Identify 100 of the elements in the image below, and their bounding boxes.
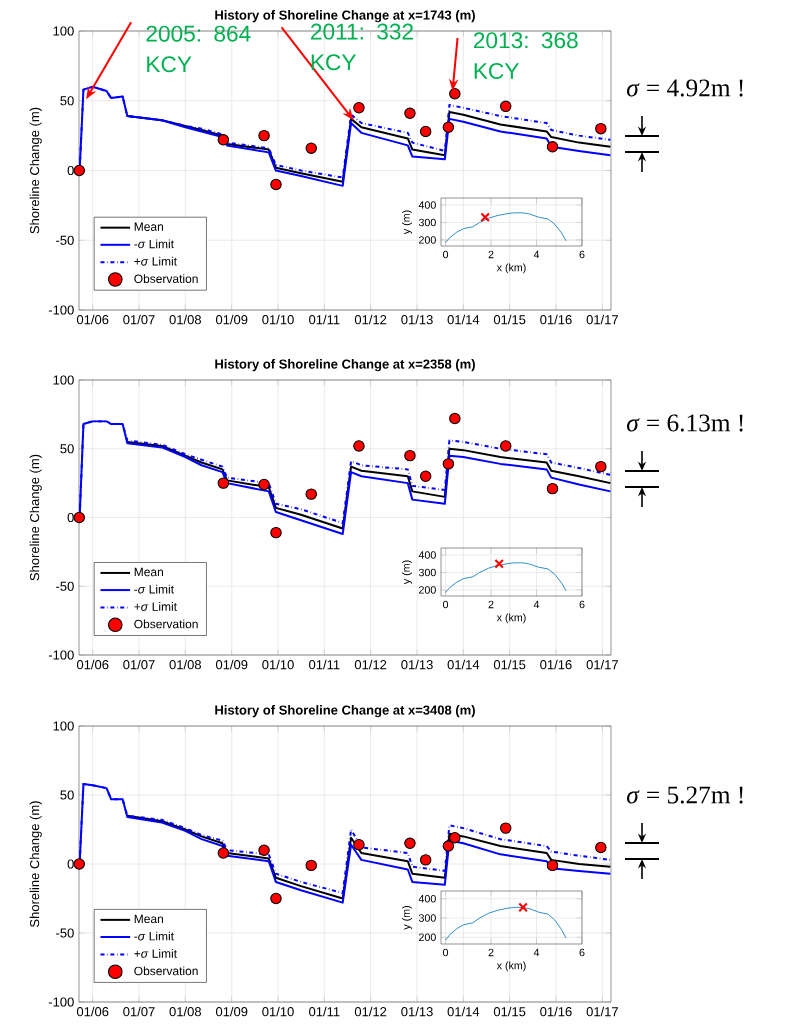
y-tick-label: 50 <box>60 444 74 454</box>
y-tick-label: 400 <box>418 201 436 209</box>
y-tick-label: 400 <box>418 551 436 559</box>
legend-label: +σ Limit <box>134 949 177 958</box>
y-axis-title: Shoreline Change (m) <box>29 454 42 581</box>
x-tick-label: 01/08 <box>169 1006 201 1017</box>
x-axis-title: x (km) <box>496 961 526 972</box>
x-tick-label: 01/16 <box>540 659 572 670</box>
x-tick-label: 01/11 <box>309 314 340 325</box>
y-tick-label: 200 <box>419 236 436 244</box>
x-tick-label: 01/06 <box>76 659 109 670</box>
x-tick-label: 01/06 <box>76 314 109 325</box>
x-tick-label: 2 <box>488 250 494 259</box>
y-tick-label: 100 <box>53 375 74 385</box>
x-tick-label: 4 <box>533 600 540 609</box>
y-tick-label: 400 <box>418 894 436 903</box>
point <box>442 458 455 470</box>
x-tick-label: 2 <box>488 600 494 609</box>
y-tick-label: -100 <box>48 305 74 315</box>
point <box>353 440 365 452</box>
point <box>217 134 230 146</box>
y-tick-label: 0 <box>67 859 74 869</box>
y-tick-label: 200 <box>419 586 436 594</box>
y-tick-label: 0 <box>67 512 74 523</box>
x-tick-label: 01/07 <box>123 1006 155 1017</box>
point <box>442 121 455 133</box>
legend-label: +σ Limit <box>134 256 177 266</box>
x-tick-label: 0 <box>443 600 449 609</box>
line-series <box>445 562 567 593</box>
legend-label: +σ Limit <box>134 602 177 611</box>
x-tick-label: 01/10 <box>262 314 294 325</box>
x-tick-label: 01/07 <box>123 659 155 670</box>
point <box>353 838 365 851</box>
y-tick-label: -50 <box>56 928 74 938</box>
y-tick-label: 50 <box>60 96 74 106</box>
point <box>449 412 461 425</box>
point <box>442 840 455 852</box>
y-tick-label: 300 <box>418 568 436 577</box>
x-tick-label: 01/13 <box>401 1006 433 1017</box>
legend-label: Mean <box>134 222 163 231</box>
point <box>217 477 230 489</box>
point <box>270 892 282 905</box>
x-tick-label: 6 <box>579 250 585 259</box>
point <box>499 440 512 452</box>
y-tick-label: -50 <box>56 235 74 245</box>
y-tick-label: 50 <box>60 790 74 800</box>
line-series <box>445 212 567 243</box>
x-tick-label: 01/16 <box>540 1006 572 1017</box>
y-tick-label: -100 <box>48 650 74 660</box>
y-tick-label: 100 <box>53 26 74 36</box>
point <box>404 107 416 120</box>
x-tick-label: 6 <box>579 948 585 957</box>
x-tick-label: 01/14 <box>447 659 480 670</box>
x-tick-label: 01/07 <box>123 314 155 325</box>
point <box>73 164 85 177</box>
legend-label: Observation <box>134 619 198 629</box>
x-tick-label: 01/15 <box>493 659 526 670</box>
x-tick-label: 01/09 <box>215 1006 248 1017</box>
point <box>353 101 365 114</box>
point <box>73 858 85 870</box>
point <box>217 847 230 859</box>
point <box>546 141 559 153</box>
y-tick-label: 100 <box>53 721 74 731</box>
annotation: 2013: 368 KCY <box>473 32 578 79</box>
x-tick-label: 01/12 <box>354 659 387 670</box>
x-tick-label: 01/11 <box>309 659 340 670</box>
x-tick-label: 01/10 <box>262 659 294 670</box>
x-tick-label: 01/10 <box>262 1006 294 1017</box>
legend-label: Mean <box>134 567 163 577</box>
x-tick-label: 01/17 <box>586 1006 618 1017</box>
point <box>595 122 607 135</box>
y-tick-label: 0 <box>67 165 74 176</box>
x-tick-label: 2 <box>488 948 494 957</box>
x-tick-label: 0 <box>443 250 449 259</box>
x-tick-label: 01/11 <box>309 1006 340 1017</box>
legend-label: Mean <box>134 914 163 924</box>
x-tick-label: 01/14 <box>447 314 480 325</box>
y-axis-title: y (m) <box>402 210 413 235</box>
x-tick-label: 01/13 <box>401 659 433 670</box>
legend-label: Observation <box>134 274 198 283</box>
x-tick-label: 4 <box>533 250 540 259</box>
point <box>305 142 317 154</box>
y-axis-title: Shoreline Change (m) <box>29 801 42 928</box>
legend-label: -σ Limit <box>134 584 174 594</box>
chart-title: History of Shoreline Change at x=1743 (m) <box>215 10 475 23</box>
y-tick-label: 300 <box>418 914 436 922</box>
x-axis-title: x (km) <box>496 613 526 624</box>
x-tick-label: 01/17 <box>586 314 618 325</box>
x-tick-label: 01/12 <box>354 314 387 325</box>
x-tick-label: 01/12 <box>354 1006 387 1017</box>
point <box>449 832 461 844</box>
y-axis-title: y (m) <box>402 560 413 585</box>
point <box>404 837 416 850</box>
y-tick-label: -50 <box>56 581 74 591</box>
line-series <box>126 440 611 530</box>
point <box>499 822 512 834</box>
x-tick-label: 6 <box>579 600 585 609</box>
point <box>595 460 607 473</box>
text: σ = 5.27m ! <box>627 786 743 804</box>
point <box>546 482 559 495</box>
